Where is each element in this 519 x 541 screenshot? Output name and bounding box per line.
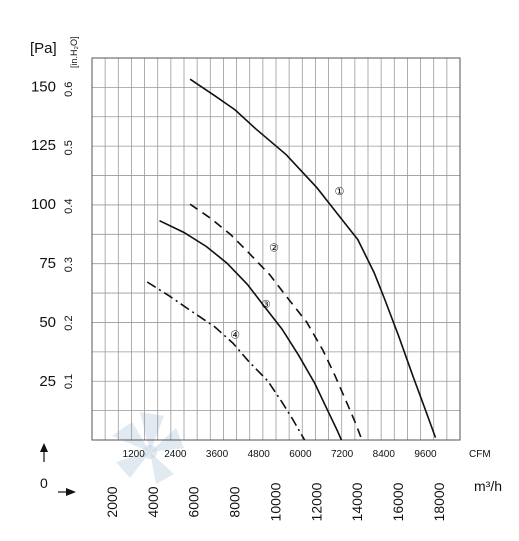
x-tick-cfm-label: 9600 <box>414 449 437 460</box>
x-tick-m3h-label: 14000 <box>349 482 365 521</box>
y-tick-inh2o-label: 0.6 <box>63 82 75 97</box>
curve-2 <box>189 203 363 441</box>
curve-1 <box>189 78 437 438</box>
x-tick-cfm-label: 4800 <box>248 449 271 460</box>
y-tick-pa-label: 25 <box>39 373 56 390</box>
x-unit-m3h: m³/h <box>474 478 502 494</box>
y-tick-pa-label: 100 <box>31 196 56 213</box>
curve-label-3: ③ <box>261 299 271 311</box>
x-tick-m3h-label: 2000 <box>104 486 120 517</box>
x-axis-cfm-ticks: 1200 2400 3600 4800 6000 7200 8400 9600 <box>123 449 437 460</box>
x-unit-cfm: CFM <box>469 449 491 460</box>
y-tick-pa-label: 75 <box>39 255 56 272</box>
x-tick-m3h-label: 12000 <box>308 482 324 521</box>
curve-label-2: ② <box>269 242 279 254</box>
origin-label: 0 <box>40 475 48 491</box>
right-arrow-icon <box>58 488 76 496</box>
y-unit-inh2o: [in.H₂O] <box>69 37 79 69</box>
plot-frame <box>91 57 461 441</box>
curve-3 <box>159 219 343 441</box>
curve-labels: ① ② ③ ④ <box>230 186 344 342</box>
curve-label-1: ① <box>334 186 344 198</box>
performance-curves <box>146 78 437 441</box>
x-tick-m3h-label: 16000 <box>390 482 406 521</box>
y-axis-pa-ticks: 25 50 75 100 125 150 <box>31 78 56 390</box>
y-tick-pa-label: 150 <box>31 78 56 95</box>
y-tick-inh2o-label: 0.3 <box>63 257 75 272</box>
x-tick-cfm-label: 2400 <box>164 449 187 460</box>
y-tick-inh2o-label: 0.2 <box>63 315 75 330</box>
x-tick-cfm-label: 1200 <box>123 449 146 460</box>
plot-grid <box>92 58 460 440</box>
x-axis-m3h-ticks: 2000 4000 6000 8000 10000 12000 14000 16000 1800… <box>104 482 447 521</box>
x-tick-cfm-label: 3600 <box>206 449 229 460</box>
x-tick-cfm-label: 6000 <box>289 449 312 460</box>
x-tick-cfm-label: 7200 <box>331 449 354 460</box>
x-tick-m3h-label: 18000 <box>431 482 447 521</box>
curve-label-4: ④ <box>230 330 240 342</box>
x-tick-m3h-label: 4000 <box>145 486 161 517</box>
y-unit-pa: [Pa] <box>30 40 57 57</box>
y-tick-pa-label: 125 <box>31 137 56 154</box>
y-tick-inh2o-label: 0.4 <box>63 199 75 214</box>
y-tick-inh2o-label: 0.5 <box>63 140 75 155</box>
x-tick-m3h-label: 10000 <box>267 482 283 521</box>
x-tick-m3h-label: 8000 <box>227 486 243 517</box>
y-axis-inh2o-ticks: 0.1 0.2 0.3 0.4 0.5 0.6 <box>63 82 75 390</box>
y-tick-pa-label: 50 <box>39 314 56 331</box>
x-tick-m3h-label: 6000 <box>186 486 202 517</box>
up-arrow-icon <box>40 443 48 462</box>
x-tick-cfm-label: 8400 <box>373 449 396 460</box>
y-tick-inh2o-label: 0.1 <box>63 374 75 389</box>
watermark-logo <box>112 412 184 484</box>
